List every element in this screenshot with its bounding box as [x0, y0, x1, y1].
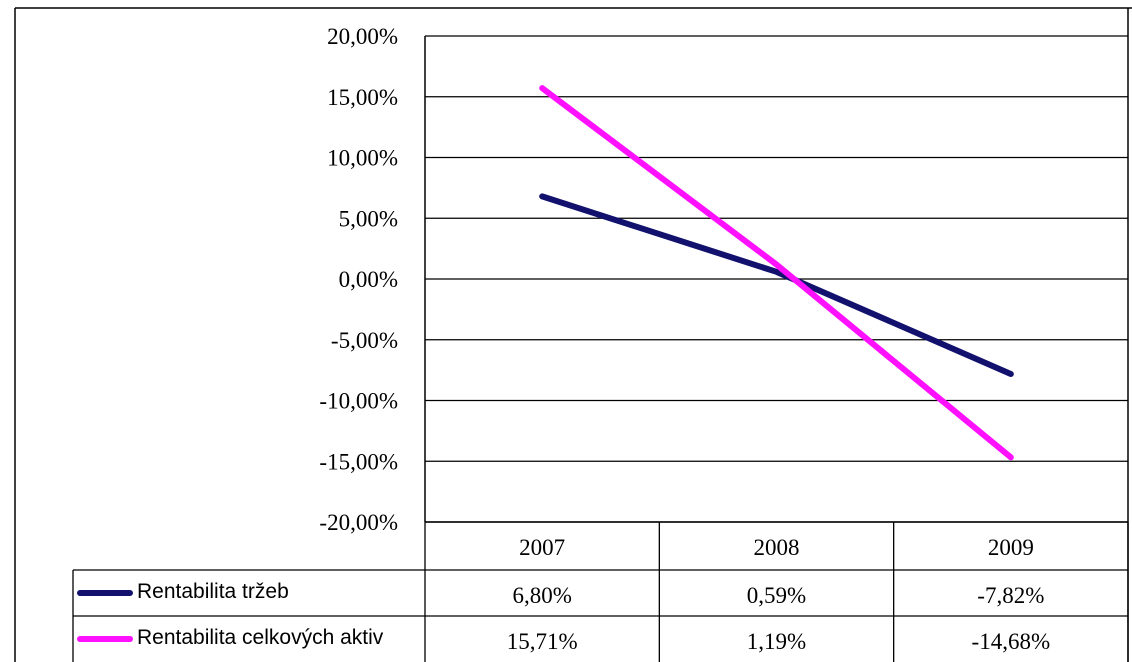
data-table: 2007 2008 2009 Rentabilita tržeb 6,80% 0,59% -… [72, 521, 1129, 662]
data-value-label: 1,19% [747, 629, 806, 654]
y-tick-label: 15,00% [327, 85, 398, 110]
data-value-label: -7,82% [977, 583, 1044, 608]
y-tick-label: -10,00% [319, 389, 398, 414]
data-value-label: -14,68% [972, 629, 1051, 654]
data-value-label: 6,80% [512, 583, 571, 608]
series-lines [539, 85, 1014, 461]
legend-label: Rentabilita celkových aktiv [137, 626, 384, 649]
y-tick-label: -15,00% [319, 449, 398, 474]
y-tick-label: -5,00% [331, 328, 398, 353]
category-label: 2008 [754, 535, 800, 560]
data-value-label: 0,59% [747, 583, 806, 608]
category-label: 2009 [988, 535, 1034, 560]
gridlines [425, 35, 1128, 523]
y-tick-label: 0,00% [339, 267, 398, 292]
legend-label: Rentabilita tržeb [137, 580, 289, 603]
y-axis-tick-labels: 20,00% 15,00% 10,00% 5,00% 0,00% -5,00% -10,00… [319, 24, 398, 535]
series-line-1 [539, 85, 1014, 461]
y-tick-label: -20,00% [319, 510, 398, 535]
y-tick-label: 10,00% [327, 146, 398, 171]
series-line-0 [539, 193, 1014, 378]
category-label: 2007 [519, 535, 565, 560]
y-tick-label: 5,00% [339, 206, 398, 231]
y-tick-label: 20,00% [327, 24, 398, 49]
data-value-label: 15,71% [507, 629, 578, 654]
